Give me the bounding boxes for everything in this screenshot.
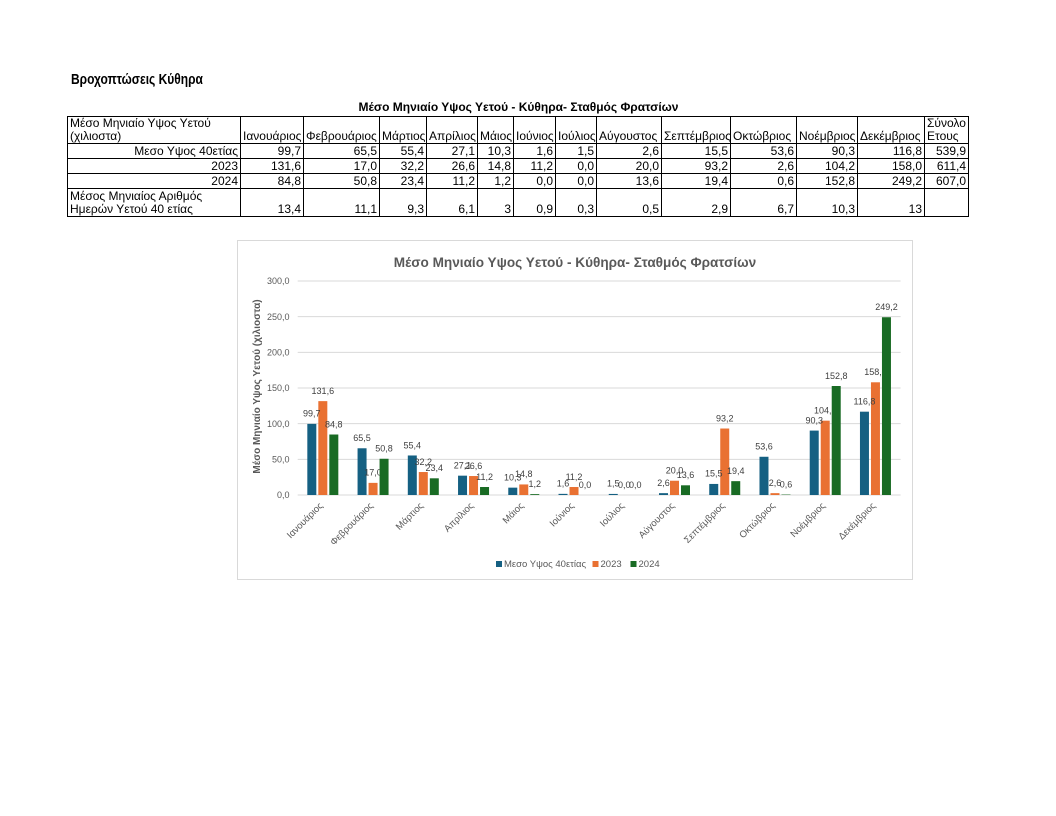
svg-text:250,0: 250,0 [267,312,290,322]
svg-text:0,0: 0,0 [618,480,631,490]
svg-text:50,0: 50,0 [272,455,290,465]
svg-text:13,6: 13,6 [677,470,695,480]
svg-text:100,0: 100,0 [267,419,290,429]
svg-text:2023: 2023 [601,559,622,570]
svg-text:Μέσο Μηνιαίο Υψος Υετού - Κύθη: Μέσο Μηνιαίο Υψος Υετού - Κύθηρα- Σταθμό… [394,255,756,270]
svg-text:Μεσο Υψος 40ετίας: Μεσο Υψος 40ετίας [504,559,587,570]
svg-text:Μέσο Μηνιαίο Υψος Υετού (χιλιο: Μέσο Μηνιαίο Υψος Υετού (χιλιοστα) [252,299,263,473]
svg-text:2024: 2024 [639,559,660,570]
svg-text:152,8: 152,8 [825,371,848,381]
svg-text:19,4: 19,4 [727,466,745,476]
svg-text:2,6: 2,6 [769,478,782,488]
svg-text:14,8: 14,8 [515,469,533,479]
svg-text:104,2: 104,2 [814,405,837,415]
svg-text:150,0: 150,0 [267,383,290,393]
svg-text:249,2: 249,2 [875,302,898,312]
svg-text:26,6: 26,6 [465,461,483,471]
svg-text:300,0: 300,0 [267,276,290,286]
svg-text:55,4: 55,4 [404,440,422,450]
svg-text:50,8: 50,8 [375,444,393,454]
svg-text:131,6: 131,6 [312,386,335,396]
svg-text:116,8: 116,8 [854,396,876,406]
svg-text:0,0: 0,0 [629,480,642,490]
svg-text:10,3: 10,3 [504,472,522,482]
svg-text:1,2: 1,2 [529,479,542,489]
svg-text:2,6: 2,6 [657,478,670,488]
svg-text:11,2: 11,2 [476,472,493,482]
svg-text:53,6: 53,6 [755,442,773,452]
svg-text:65,5: 65,5 [353,433,371,443]
svg-text:0,0: 0,0 [277,490,290,500]
svg-text:1,5: 1,5 [607,479,620,489]
svg-text:200,0: 200,0 [267,348,290,358]
svg-text:27,1: 27,1 [454,460,472,470]
svg-text:90,3: 90,3 [805,415,823,425]
svg-text:84,8: 84,8 [325,419,343,429]
svg-text:93,2: 93,2 [716,413,734,423]
svg-text:11,2: 11,2 [566,472,583,482]
svg-text:17,0: 17,0 [364,468,382,478]
svg-text:32,2: 32,2 [415,457,433,467]
svg-text:15,5: 15,5 [705,469,723,479]
svg-text:20,0: 20,0 [666,466,684,476]
svg-text:0,0: 0,0 [579,480,592,490]
svg-text:158,0: 158,0 [864,367,887,377]
svg-text:0,6: 0,6 [780,479,793,489]
svg-text:99,7: 99,7 [303,409,321,419]
svg-text:23,4: 23,4 [426,463,444,473]
svg-text:1,6: 1,6 [557,479,570,489]
